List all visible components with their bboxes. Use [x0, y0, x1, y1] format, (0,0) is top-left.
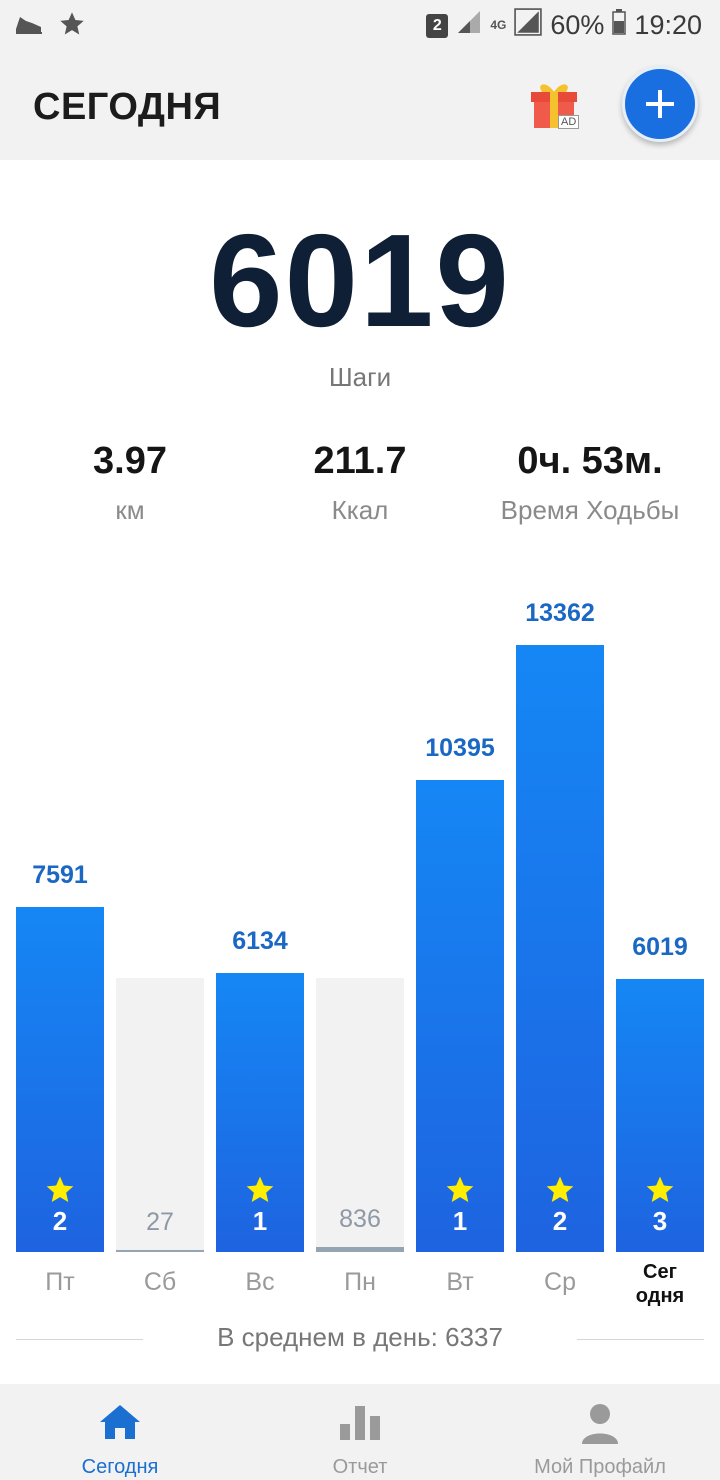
walk-time-label: Время Ходьбы — [500, 495, 680, 525]
sim-badge: 2 — [426, 13, 449, 38]
nav-report[interactable]: Отчет — [240, 1384, 480, 1480]
goal-star-icon — [516, 1174, 604, 1211]
day-label: Вс — [245, 1268, 275, 1296]
bar-value-label: 6019 — [632, 933, 688, 961]
nav-profile-label: Мой Профайл — [534, 1456, 666, 1478]
battery-percent: 60% — [550, 10, 605, 40]
bar-value-label: 6134 — [232, 927, 288, 955]
clock: 19:20 — [634, 10, 702, 40]
distance-unit: км — [115, 495, 145, 525]
distance-stat: 3.97 км — [30, 440, 230, 526]
bar-value-label: 7591 — [32, 861, 88, 889]
goal-star-icon — [616, 1174, 704, 1211]
goal-star-icon — [16, 1174, 104, 1211]
calories-stat: 211.7 Ккал — [260, 440, 460, 526]
goal-star-icon — [216, 1174, 304, 1211]
signal-icon-2 — [514, 8, 543, 43]
calories-value: 211.7 — [313, 440, 407, 482]
bar-4[interactable] — [416, 780, 504, 1252]
nav-today[interactable]: Сегодня — [0, 1384, 240, 1480]
add-button[interactable] — [622, 66, 698, 142]
day-label: Вт — [446, 1268, 474, 1296]
day-label: Пт — [45, 1268, 75, 1296]
person-icon — [578, 1402, 622, 1451]
bar-value-label: 13362 — [525, 599, 595, 627]
bar-value-label: 10395 — [425, 734, 495, 762]
battery-icon — [612, 9, 627, 42]
day-label: Ср — [544, 1268, 576, 1296]
weekly-steps-chart: 7591 2 Пт 27 Сб 6134 1 Вс 836 Пн 10395 1 Вт 13362 2 Ср 6… — [0, 590, 720, 1310]
bar-chart-icon — [338, 1402, 382, 1447]
nav-report-label: Отчет — [332, 1456, 388, 1478]
bar-5[interactable] — [516, 645, 604, 1252]
star-count: 1 — [252, 1206, 268, 1236]
divider-right — [577, 1339, 704, 1340]
star-count: 2 — [552, 1206, 568, 1236]
star-icon — [58, 10, 86, 43]
walk-time-value: 0ч. 53м. — [517, 440, 663, 482]
app-header: СЕГОДНЯ AD — [0, 52, 720, 160]
steps-label: Шаги — [328, 362, 392, 392]
bar-2[interactable] — [216, 973, 304, 1252]
star-count: 1 — [452, 1206, 468, 1236]
nav-today-label: Сегодня — [81, 1456, 159, 1478]
day-label: Сб — [143, 1268, 177, 1296]
network-type: 4G — [490, 18, 507, 32]
goal-star-icon — [416, 1174, 504, 1211]
nav-profile[interactable]: Мой Профайл — [480, 1384, 720, 1480]
status-bar: 2 4G 60% 19:20 — [0, 0, 720, 52]
steps-count: 6019 — [209, 207, 511, 354]
bar-6[interactable] — [616, 979, 704, 1252]
calories-unit: Ккал — [331, 495, 389, 525]
plus-icon — [646, 90, 674, 118]
bar-track — [116, 978, 204, 1252]
daily-average: В среднем в день: 6337 — [217, 1322, 503, 1352]
day-label: Сег одня — [635, 1261, 685, 1307]
page-title: СЕГОДНЯ — [33, 86, 222, 128]
distance-value: 3.97 — [93, 440, 167, 482]
bar-3[interactable] — [316, 1247, 404, 1252]
bar-value-label: 836 — [339, 1205, 381, 1233]
ad-badge: AD — [558, 115, 580, 129]
bar-value-label: 27 — [146, 1208, 174, 1236]
bar-1[interactable] — [116, 1250, 204, 1252]
home-icon — [98, 1402, 142, 1447]
bar-track — [316, 978, 404, 1252]
bottom-nav: Сегодня Отчет Мой Профайл — [0, 1384, 720, 1480]
star-count: 2 — [52, 1206, 68, 1236]
divider-left — [16, 1339, 143, 1340]
walk-time-stat: 0ч. 53м. Время Ходьбы — [480, 440, 700, 526]
shoe-icon — [14, 11, 44, 42]
star-count: 3 — [652, 1206, 668, 1236]
signal-icon — [456, 9, 482, 42]
day-label: Пн — [344, 1268, 376, 1296]
